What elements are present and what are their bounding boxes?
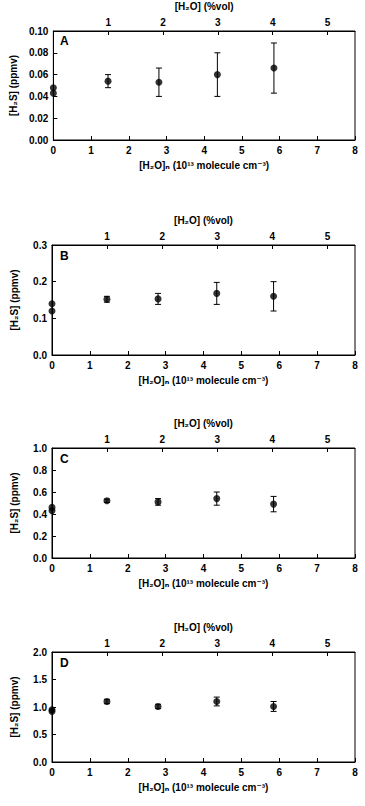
- svg-text:0: 0: [49, 360, 55, 371]
- svg-text:A: A: [60, 34, 69, 48]
- svg-text:7: 7: [315, 145, 321, 156]
- svg-text:0.5: 0.5: [33, 729, 47, 740]
- svg-text:0.10: 0.10: [29, 26, 49, 37]
- svg-text:5: 5: [239, 360, 245, 371]
- svg-text:0: 0: [49, 563, 55, 574]
- svg-text:8: 8: [352, 360, 358, 371]
- svg-text:2: 2: [125, 767, 131, 778]
- svg-text:5: 5: [325, 638, 331, 649]
- svg-text:[H₂S] (ppmv): [H₂S] (ppmv): [9, 676, 20, 737]
- svg-text:B: B: [60, 249, 69, 263]
- svg-text:0: 0: [49, 767, 55, 778]
- svg-text:0.02: 0.02: [29, 113, 49, 124]
- svg-text:1: 1: [104, 434, 110, 445]
- svg-text:6: 6: [276, 767, 282, 778]
- svg-text:4: 4: [201, 360, 207, 371]
- svg-text:1.0: 1.0: [33, 443, 47, 454]
- svg-text:4: 4: [201, 563, 207, 574]
- svg-text:2: 2: [159, 434, 165, 445]
- svg-text:2.0: 2.0: [33, 647, 47, 658]
- svg-text:[H₂O]ₙ (10¹³ molecule cm⁻³): [H₂O]ₙ (10¹³ molecule cm⁻³): [139, 782, 269, 793]
- svg-text:0.0: 0.0: [33, 553, 47, 564]
- svg-text:4: 4: [270, 638, 276, 649]
- svg-text:6: 6: [276, 563, 282, 574]
- svg-text:[H₂O]ₙ (10¹³ molecule cm⁻³): [H₂O]ₙ (10¹³ molecule cm⁻³): [139, 375, 269, 386]
- svg-text:4: 4: [201, 767, 207, 778]
- svg-text:0.1: 0.1: [33, 313, 47, 324]
- svg-text:6: 6: [277, 145, 283, 156]
- svg-text:[H₂S] (ppmv): [H₂S] (ppmv): [9, 269, 20, 330]
- svg-text:1: 1: [88, 145, 94, 156]
- svg-text:1: 1: [104, 638, 110, 649]
- svg-text:6: 6: [276, 360, 282, 371]
- svg-text:[H₂S] (ppmv): [H₂S] (ppmv): [9, 472, 20, 533]
- svg-text:0.6: 0.6: [33, 487, 47, 498]
- svg-text:0.00: 0.00: [29, 135, 49, 146]
- svg-text:3: 3: [214, 231, 220, 242]
- svg-text:0.2: 0.2: [33, 276, 47, 287]
- svg-text:0.4: 0.4: [33, 509, 47, 520]
- svg-text:1: 1: [105, 17, 111, 28]
- svg-text:0.0: 0.0: [33, 757, 47, 768]
- svg-text:0.08: 0.08: [29, 47, 49, 58]
- svg-text:[H₂O] (%vol): [H₂O] (%vol): [174, 622, 233, 633]
- svg-text:4: 4: [270, 231, 276, 242]
- svg-text:[H₂S] (ppmv): [H₂S] (ppmv): [8, 55, 19, 116]
- svg-text:5: 5: [239, 563, 245, 574]
- svg-text:8: 8: [352, 767, 358, 778]
- svg-text:0.06: 0.06: [29, 69, 49, 80]
- svg-text:1: 1: [87, 767, 93, 778]
- svg-text:7: 7: [314, 563, 320, 574]
- svg-text:[H₂O] (%vol): [H₂O] (%vol): [174, 418, 233, 429]
- svg-text:3: 3: [215, 17, 221, 28]
- svg-text:0.04: 0.04: [29, 91, 49, 102]
- svg-text:C: C: [60, 452, 69, 466]
- svg-text:0.2: 0.2: [33, 531, 47, 542]
- svg-text:1: 1: [104, 231, 110, 242]
- svg-text:5: 5: [239, 145, 245, 156]
- svg-text:[H₂O] (%vol): [H₂O] (%vol): [174, 215, 233, 226]
- svg-text:4: 4: [270, 434, 276, 445]
- svg-text:4: 4: [270, 17, 276, 28]
- svg-text:3: 3: [163, 563, 169, 574]
- svg-text:7: 7: [314, 360, 320, 371]
- svg-text:3: 3: [214, 638, 220, 649]
- svg-text:8: 8: [352, 145, 358, 156]
- svg-text:1: 1: [87, 360, 93, 371]
- svg-text:2: 2: [159, 638, 165, 649]
- svg-text:3: 3: [164, 145, 170, 156]
- svg-text:7: 7: [314, 767, 320, 778]
- svg-text:4: 4: [201, 145, 207, 156]
- svg-text:[H₂O]ₙ (10¹³ molecule cm⁻³): [H₂O]ₙ (10¹³ molecule cm⁻³): [139, 578, 269, 589]
- svg-text:0.8: 0.8: [33, 465, 47, 476]
- svg-text:0.3: 0.3: [33, 240, 47, 251]
- svg-text:1.0: 1.0: [33, 702, 47, 713]
- svg-text:5: 5: [325, 17, 331, 28]
- svg-text:2: 2: [125, 360, 131, 371]
- svg-text:2: 2: [125, 563, 131, 574]
- svg-text:5: 5: [239, 767, 245, 778]
- svg-text:D: D: [60, 656, 69, 670]
- svg-text:2: 2: [126, 145, 132, 156]
- svg-text:1: 1: [87, 563, 93, 574]
- svg-text:5: 5: [325, 434, 331, 445]
- svg-text:[H₂O] (%vol): [H₂O] (%vol): [175, 1, 234, 12]
- svg-text:5: 5: [325, 231, 331, 242]
- svg-text:0.0: 0.0: [33, 350, 47, 361]
- svg-text:3: 3: [163, 360, 169, 371]
- svg-text:8: 8: [352, 563, 358, 574]
- svg-text:3: 3: [163, 767, 169, 778]
- svg-text:[H₂O]ₙ (10¹³ molecule cm⁻³): [H₂O]ₙ (10¹³ molecule cm⁻³): [139, 160, 269, 171]
- svg-text:2: 2: [160, 17, 166, 28]
- svg-text:1.5: 1.5: [33, 674, 47, 685]
- svg-text:3: 3: [214, 434, 220, 445]
- svg-text:2: 2: [159, 231, 165, 242]
- svg-text:0: 0: [51, 145, 57, 156]
